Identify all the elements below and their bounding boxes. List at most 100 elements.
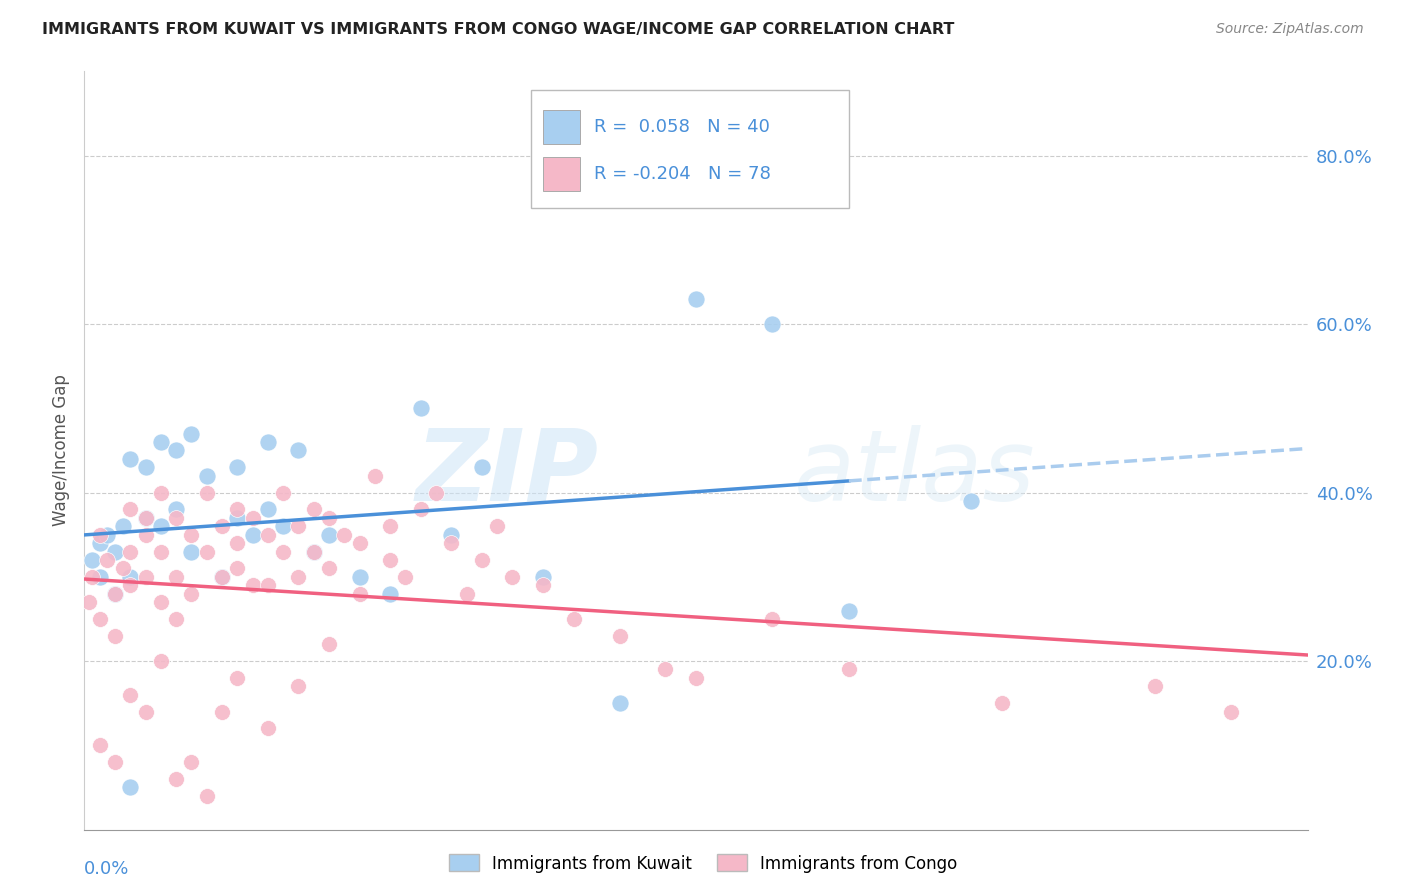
- Point: [440, 536, 463, 550]
- Point: [531, 570, 554, 584]
- Point: [165, 443, 187, 458]
- Point: [761, 317, 783, 331]
- Point: [257, 502, 280, 516]
- Point: [195, 485, 218, 500]
- Point: [257, 435, 280, 450]
- Point: [211, 570, 233, 584]
- Point: [111, 519, 134, 533]
- Point: [271, 519, 294, 533]
- Point: [287, 443, 309, 458]
- Point: [242, 578, 264, 592]
- Point: [226, 511, 249, 525]
- Point: [180, 544, 202, 558]
- Point: [77, 595, 100, 609]
- Point: [380, 587, 402, 601]
- Text: Source: ZipAtlas.com: Source: ZipAtlas.com: [1216, 22, 1364, 37]
- Point: [318, 561, 340, 575]
- Point: [318, 511, 340, 525]
- Point: [89, 570, 111, 584]
- Point: [226, 561, 249, 575]
- Point: [195, 544, 218, 558]
- Point: [165, 570, 187, 584]
- FancyBboxPatch shape: [531, 90, 849, 208]
- Point: [180, 587, 202, 601]
- Point: [165, 502, 187, 516]
- Point: [761, 612, 783, 626]
- Point: [226, 460, 249, 475]
- Point: [609, 629, 631, 643]
- Point: [211, 519, 233, 533]
- Point: [211, 570, 233, 584]
- Point: [302, 502, 325, 516]
- Point: [149, 519, 172, 533]
- Point: [149, 544, 172, 558]
- Point: [104, 544, 127, 558]
- Point: [180, 426, 202, 441]
- Text: IMMIGRANTS FROM KUWAIT VS IMMIGRANTS FROM CONGO WAGE/INCOME GAP CORRELATION CHAR: IMMIGRANTS FROM KUWAIT VS IMMIGRANTS FRO…: [42, 22, 955, 37]
- Text: 0.0%: 0.0%: [84, 860, 129, 878]
- Point: [120, 570, 142, 584]
- Point: [471, 460, 494, 475]
- Point: [502, 570, 524, 584]
- Point: [120, 502, 142, 516]
- Point: [960, 494, 983, 508]
- Point: [685, 292, 707, 306]
- Point: [302, 544, 325, 558]
- Point: [409, 401, 432, 416]
- Point: [104, 587, 127, 601]
- Point: [180, 527, 202, 541]
- Point: [89, 527, 111, 541]
- Point: [195, 468, 218, 483]
- Point: [380, 553, 402, 567]
- Point: [149, 654, 172, 668]
- Point: [165, 511, 187, 525]
- Point: [257, 527, 280, 541]
- Point: [486, 519, 509, 533]
- Bar: [543, 157, 579, 191]
- Point: [242, 511, 264, 525]
- Point: [609, 696, 631, 710]
- Y-axis label: Wage/Income Gap: Wage/Income Gap: [52, 375, 70, 526]
- Point: [394, 570, 416, 584]
- Point: [257, 578, 280, 592]
- Point: [349, 536, 371, 550]
- Point: [165, 612, 187, 626]
- Point: [96, 553, 118, 567]
- Point: [531, 578, 554, 592]
- Legend: Immigrants from Kuwait, Immigrants from Congo: Immigrants from Kuwait, Immigrants from …: [441, 847, 965, 880]
- Point: [409, 502, 432, 516]
- Point: [111, 561, 134, 575]
- Point: [89, 739, 111, 753]
- Point: [96, 527, 118, 541]
- Point: [120, 544, 142, 558]
- Point: [195, 789, 218, 803]
- Point: [991, 696, 1014, 710]
- Point: [135, 511, 157, 525]
- Point: [104, 587, 127, 601]
- Text: ZIP: ZIP: [415, 425, 598, 522]
- Point: [838, 663, 860, 677]
- Point: [89, 536, 111, 550]
- Bar: [543, 110, 579, 144]
- Point: [135, 705, 157, 719]
- Point: [89, 612, 111, 626]
- Point: [226, 536, 249, 550]
- Point: [287, 519, 309, 533]
- Point: [104, 629, 127, 643]
- Point: [180, 755, 202, 769]
- Point: [135, 460, 157, 475]
- Point: [226, 671, 249, 685]
- Point: [654, 663, 676, 677]
- Point: [287, 570, 309, 584]
- Point: [135, 511, 157, 525]
- Point: [562, 612, 585, 626]
- Point: [318, 527, 340, 541]
- Point: [302, 544, 325, 558]
- Point: [120, 451, 142, 466]
- Point: [104, 755, 127, 769]
- Point: [380, 519, 402, 533]
- Point: [149, 485, 172, 500]
- Point: [333, 527, 356, 541]
- Point: [685, 671, 707, 685]
- Text: R = -0.204   N = 78: R = -0.204 N = 78: [595, 165, 772, 183]
